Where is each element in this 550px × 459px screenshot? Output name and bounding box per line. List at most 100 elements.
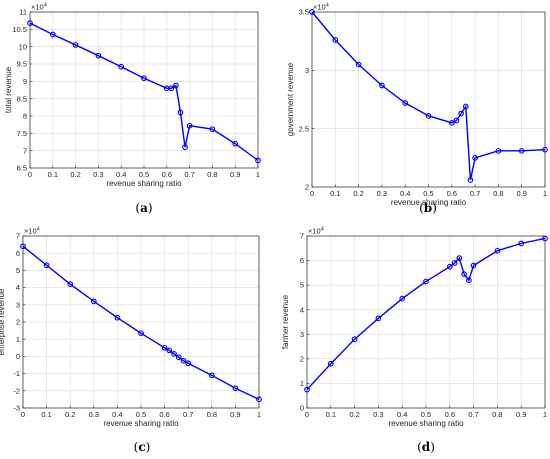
data-point <box>495 147 502 154</box>
y-tick-label: -3 <box>13 404 20 413</box>
data-point <box>171 350 177 357</box>
x-tick-label: 0.3 <box>377 189 387 198</box>
y-axis-label: total revenue <box>4 66 13 113</box>
x-tick-label: 1 <box>543 189 547 198</box>
y-tick-label: 9.5 <box>17 60 27 69</box>
data-point <box>461 271 467 277</box>
data-point <box>208 372 215 379</box>
data-point <box>90 298 97 305</box>
x-tick-label: 0.8 <box>493 189 503 198</box>
x-tick-label: 0.4 <box>112 410 122 419</box>
y-tick-label: 5 <box>300 281 304 290</box>
panel-label: (d) <box>417 440 435 454</box>
data-point <box>186 122 193 129</box>
data-point <box>355 61 362 68</box>
series-line <box>306 237 546 391</box>
x-tick-label: 0.2 <box>349 410 359 419</box>
data-point <box>448 119 455 126</box>
x-tick-label: 0.9 <box>516 410 526 419</box>
data-point <box>446 263 453 270</box>
x-tick-label: 0.4 <box>116 170 126 179</box>
x-tick-label: 0.2 <box>70 170 80 179</box>
series-line <box>22 245 260 401</box>
x-tick-label: 0.8 <box>492 410 502 419</box>
panel-label: (a) <box>135 201 152 215</box>
y-tick-label: 10.5 <box>12 25 27 34</box>
y-tick-label: 4 <box>300 305 304 314</box>
data-point <box>27 20 33 26</box>
x-tick-label: 0.3 <box>373 410 383 419</box>
data-point <box>379 82 385 89</box>
data-point <box>542 146 548 153</box>
data-point <box>453 117 460 124</box>
axis-multiplier: ×104 <box>31 3 47 12</box>
x-tick-label: 0.6 <box>447 189 457 198</box>
y-tick-label: 3 <box>16 300 20 309</box>
x-tick-label: 0.9 <box>230 170 240 179</box>
data-point <box>118 63 125 70</box>
x-tick-label: 0.9 <box>230 410 240 419</box>
x-tick-label: 0.7 <box>184 170 194 179</box>
x-tick-label: 1 <box>257 410 261 419</box>
x-tick-label: 0.6 <box>162 170 172 179</box>
data-point <box>456 255 463 261</box>
data-point <box>542 235 548 242</box>
x-axis-label: revenue sharing ratio <box>106 179 182 188</box>
data-point <box>180 357 187 364</box>
x-axis-label: revenue sharing ratio <box>103 419 179 428</box>
y-tick-label: 2 <box>305 183 309 192</box>
data-point <box>472 154 478 161</box>
y-tick-label: 7.5 <box>17 129 27 138</box>
y-tick-label: 7 <box>300 232 304 241</box>
data-point <box>304 386 310 393</box>
x-tick-label: 1 <box>543 410 547 419</box>
y-tick-label: 0 <box>300 404 304 413</box>
y-tick-label: 9 <box>23 77 27 86</box>
data-point <box>375 315 382 322</box>
y-axis-label: enterprise revenue <box>0 288 6 355</box>
data-point <box>177 109 184 116</box>
plot-frame <box>29 11 259 169</box>
y-tick-label: 8.5 <box>17 94 27 103</box>
data-point <box>138 330 144 337</box>
data-point <box>20 243 26 250</box>
x-tick-label: 0.8 <box>207 410 217 419</box>
axis-multiplier: ×104 <box>313 3 329 12</box>
data-point <box>423 278 429 285</box>
axis-multiplier: ×104 <box>24 227 40 236</box>
data-point <box>175 354 182 361</box>
y-axis-label: farmer revenue <box>281 294 290 349</box>
y-tick-label: 8 <box>23 112 27 121</box>
data-point <box>95 52 102 59</box>
x-tick-label: 0.4 <box>400 189 410 198</box>
y-tick-label: 11 <box>19 8 27 17</box>
data-point <box>425 112 432 119</box>
y-tick-label: -2 <box>13 386 20 395</box>
data-point <box>72 42 79 48</box>
data-point <box>494 247 501 254</box>
x-tick-label: 0 <box>21 410 25 419</box>
x-tick-label: 0.6 <box>445 410 455 419</box>
x-tick-label: 0.1 <box>330 189 340 198</box>
x-tick-label: 0.6 <box>159 410 169 419</box>
x-axis-label: revenue sharing ratio <box>388 419 464 428</box>
y-tick-label: 6.5 <box>17 164 27 173</box>
x-tick-label: 0.2 <box>65 410 75 419</box>
panel-label: (b) <box>419 201 437 215</box>
data-point <box>49 31 56 38</box>
x-tick-label: 1 <box>256 170 260 179</box>
y-tick-label: 2 <box>300 354 304 363</box>
data-point <box>462 103 469 110</box>
x-tick-label: 0.5 <box>421 410 431 419</box>
data-point <box>451 260 458 266</box>
x-tick-label: 0.7 <box>470 189 480 198</box>
x-tick-label: 0.8 <box>207 170 217 179</box>
data-point <box>465 277 472 284</box>
data-point <box>518 240 525 247</box>
data-point <box>470 262 477 269</box>
x-tick-label: 0.7 <box>183 410 193 419</box>
x-tick-label: 0.1 <box>326 410 336 419</box>
x-tick-label: 0.5 <box>136 410 146 419</box>
data-point <box>327 360 334 367</box>
